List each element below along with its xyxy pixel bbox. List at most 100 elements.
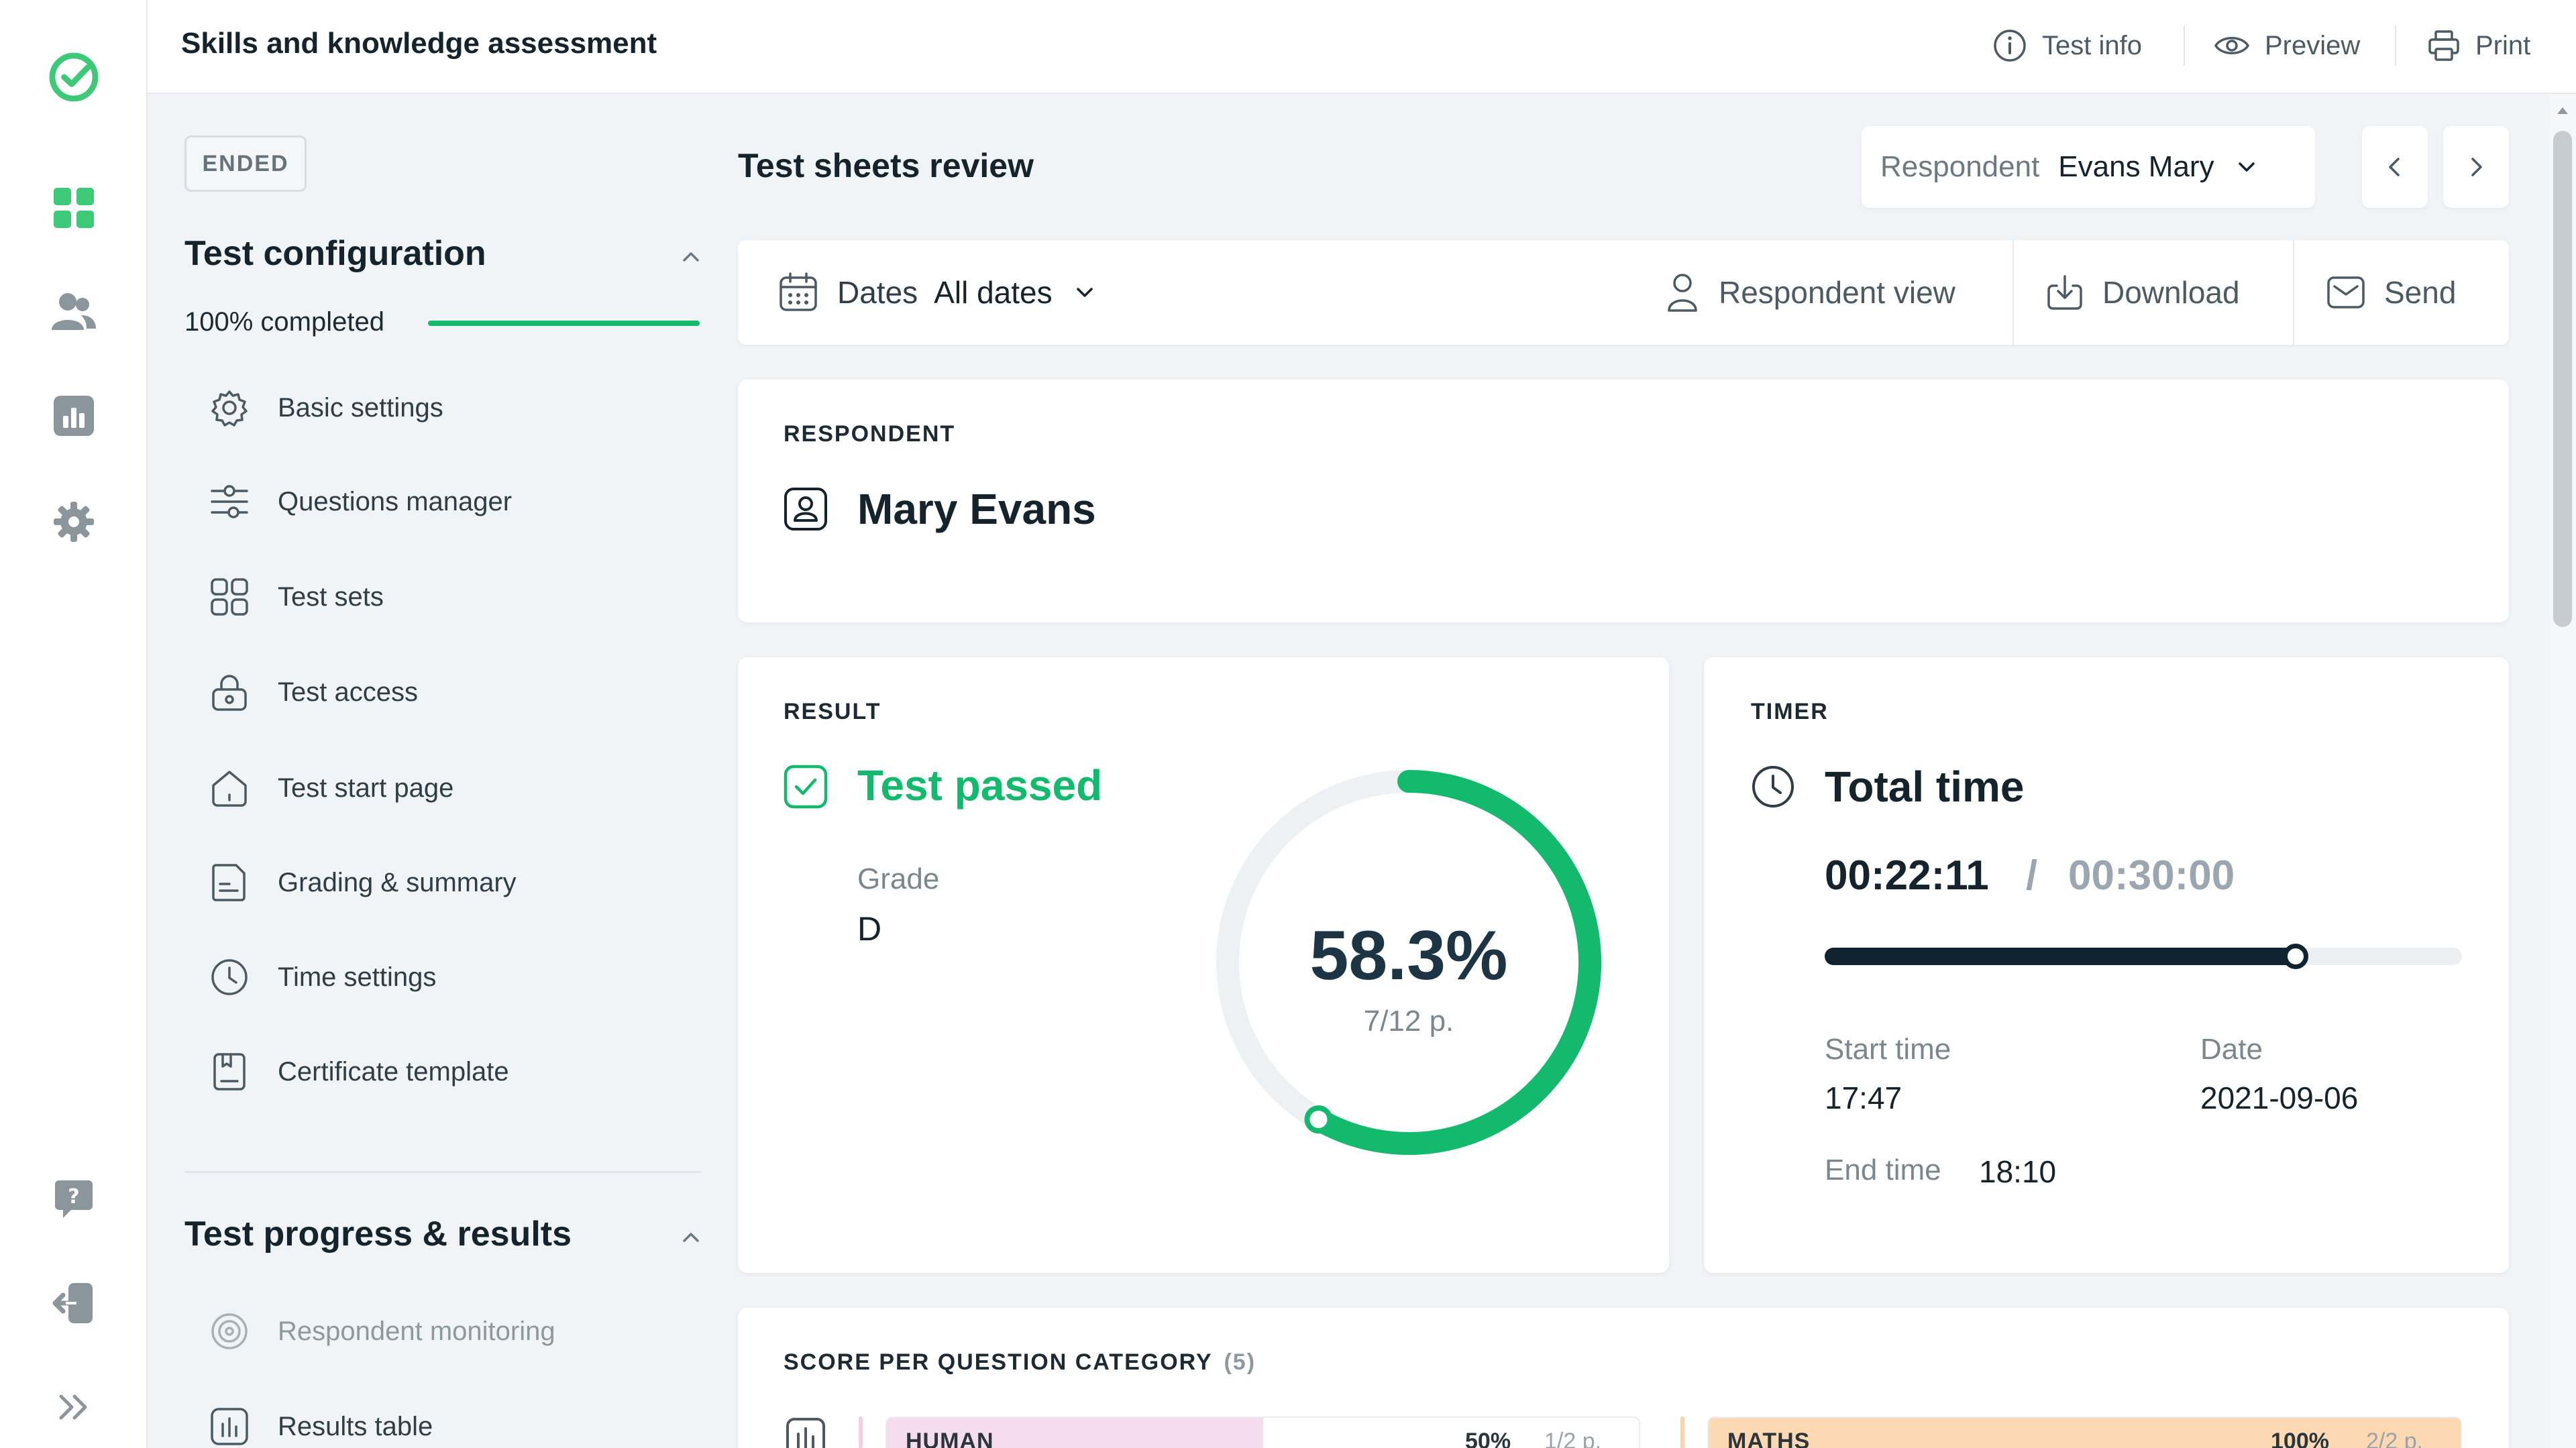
- expand-icon[interactable]: [47, 1380, 101, 1434]
- dates-value: All dates: [934, 275, 1053, 310]
- nav-test-sets[interactable]: Test sets: [208, 573, 384, 620]
- home-icon: [208, 767, 251, 810]
- score-donut-chart: 58.3% 7/12 p.: [1216, 770, 1601, 1155]
- nav-label: Test sets: [278, 581, 384, 612]
- divider: [2184, 25, 2185, 66]
- scroll-up-arrow-icon[interactable]: [2553, 102, 2572, 118]
- nav-results-table[interactable]: Results table: [208, 1403, 433, 1448]
- test-progress-results-heading[interactable]: Test progress & results: [184, 1215, 572, 1254]
- nav-label: Certificate template: [278, 1056, 509, 1087]
- respondent-card: RESPONDENT Mary Evans: [738, 380, 2509, 622]
- nav-basic-settings[interactable]: Basic settings: [208, 384, 443, 431]
- test-info-button[interactable]: Test info: [1992, 25, 2142, 66]
- completion-label: 100% completed: [184, 307, 384, 337]
- chevron-up-icon[interactable]: [678, 1223, 704, 1250]
- person-icon: [1668, 274, 1697, 312]
- nav-grading-summary[interactable]: Grading & summary: [208, 859, 517, 906]
- print-label: Print: [2475, 30, 2531, 60]
- nav-certificate-template[interactable]: Certificate template: [208, 1048, 509, 1095]
- grade-label: Grade: [857, 862, 940, 895]
- print-button[interactable]: Print: [2427, 25, 2530, 66]
- mail-icon: [2327, 276, 2365, 309]
- respondent-select[interactable]: Respondent Evans Mary: [1862, 126, 2315, 208]
- chevron-left-icon: [2389, 158, 2400, 176]
- start-time-label: Start time: [1825, 1033, 1951, 1066]
- reports-chart-icon[interactable]: [47, 389, 101, 443]
- page-scrollbar-thumb[interactable]: [2553, 131, 2572, 627]
- elapsed-time: 00:22:11: [1825, 852, 1989, 899]
- download-button[interactable]: Download: [2046, 240, 2240, 345]
- nav-label: Questions manager: [278, 486, 513, 516]
- score-donut-knob: [1304, 1105, 1333, 1134]
- category-bar-maths: MATHS 100% 2/2 p.: [1707, 1416, 2462, 1448]
- monitoring-icon: [208, 1310, 251, 1353]
- help-icon[interactable]: ?: [47, 1172, 101, 1226]
- nav-label: Basic settings: [278, 392, 443, 423]
- gear-icon: [208, 386, 251, 429]
- dashboard-grid-icon[interactable]: [47, 181, 101, 235]
- nav-label: Test access: [278, 677, 418, 707]
- calendar-icon: [780, 272, 817, 311]
- previous-respondent-button[interactable]: [2362, 126, 2428, 208]
- end-time-label: End time: [1825, 1154, 1941, 1186]
- chevron-down-icon: [2238, 162, 2255, 172]
- nav-label: Results table: [278, 1411, 433, 1441]
- nav-respondent-monitoring[interactable]: Respondent monitoring: [208, 1308, 555, 1355]
- respondent-view-button[interactable]: Respondent view: [1665, 240, 1955, 345]
- chevron-up-icon[interactable]: [678, 243, 704, 270]
- nav-label: Test start page: [278, 773, 454, 803]
- checkbox-passed-icon: [784, 765, 828, 809]
- end-time-value: 18:10: [1979, 1154, 2057, 1189]
- divider: [2395, 25, 2396, 66]
- chevron-right-icon: [2471, 158, 2482, 176]
- table-icon: [208, 1405, 251, 1448]
- time-limit: 00:30:00: [2068, 852, 2235, 899]
- dates-filter[interactable]: Dates All dates: [778, 240, 1098, 345]
- time-separator: /: [2026, 852, 2038, 899]
- nav-test-access[interactable]: Test access: [208, 669, 418, 716]
- sliders-icon: [208, 480, 251, 523]
- nav-label: Time settings: [278, 962, 437, 992]
- respondent-select-value: Evans Mary: [2058, 150, 2214, 183]
- result-card: RESULT Test passed Grade D 58.3% 7/12 p.: [738, 657, 1669, 1273]
- download-icon: [2047, 275, 2082, 310]
- next-respondent-button[interactable]: [2443, 126, 2509, 208]
- completion-progress-bar: [428, 321, 700, 326]
- test-configuration-heading[interactable]: Test configuration: [184, 234, 486, 273]
- dates-label: Dates: [837, 275, 918, 310]
- category-bar-human: HUMAN 50% 1/2 p.: [885, 1416, 1640, 1448]
- nav-time-settings[interactable]: Time settings: [208, 954, 436, 1001]
- respondent-name: Mary Evans: [857, 485, 1096, 533]
- category-count: (5): [1224, 1349, 1256, 1375]
- preview-button[interactable]: Preview: [2214, 25, 2360, 66]
- clock-icon: [1752, 766, 1794, 807]
- timer-progress-bar: [1825, 944, 2462, 969]
- nav-label: Respondent monitoring: [278, 1316, 555, 1346]
- timer-progress-fill: [1825, 948, 2296, 965]
- date-label: Date: [2200, 1033, 2263, 1066]
- nav-questions-manager[interactable]: Questions manager: [208, 478, 512, 525]
- respondent-select-label: Respondent: [1880, 150, 2040, 183]
- grade-value: D: [857, 910, 882, 948]
- result-card-label: RESULT: [784, 699, 881, 724]
- timer-progress-knob: [2283, 944, 2309, 969]
- download-label: Download: [2102, 275, 2240, 310]
- category-points: 1/2 p.: [1544, 1429, 1602, 1448]
- app-title: Skills and knowledge assessment: [181, 27, 657, 60]
- score-percent: 58.3%: [1310, 917, 1508, 995]
- settings-gear-icon[interactable]: [47, 495, 101, 549]
- category-accent: [1680, 1416, 1684, 1448]
- clock-icon: [208, 956, 251, 999]
- timer-card-label: TIMER: [1751, 699, 1829, 724]
- respondent-badge-icon: [784, 488, 827, 531]
- chevron-down-icon: [1076, 288, 1093, 297]
- send-button[interactable]: Send: [2326, 240, 2456, 345]
- category-percent: 100%: [2271, 1429, 2329, 1448]
- category-name: HUMAN: [906, 1429, 994, 1448]
- logo-check-icon[interactable]: [47, 50, 101, 104]
- section-divider: [184, 1171, 701, 1173]
- users-icon[interactable]: [47, 285, 101, 339]
- nav-test-start-page[interactable]: Test start page: [208, 765, 453, 812]
- logout-icon[interactable]: [47, 1276, 101, 1330]
- timer-card: TIMER Total time 00:22:11 / 00:30:00 Sta…: [1704, 657, 2509, 1273]
